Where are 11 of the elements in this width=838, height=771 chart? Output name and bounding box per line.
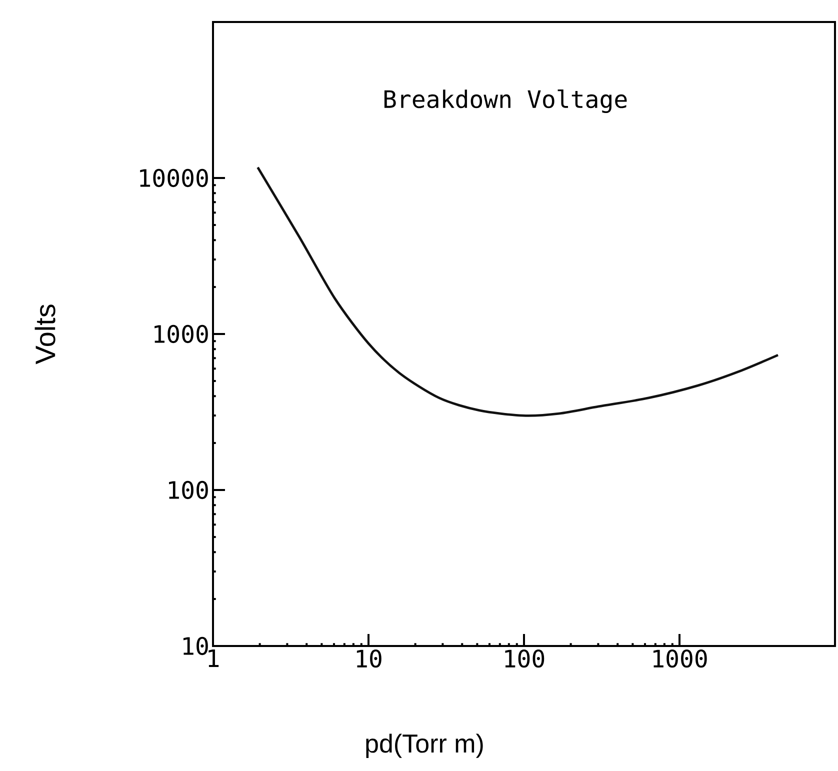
text: Breakdown Voltage bbox=[384, 89, 627, 113]
y-tick-label: 10 bbox=[183, 636, 208, 656]
x-tick-label: 10 bbox=[356, 650, 382, 668]
y-tick-label: 1000 bbox=[154, 324, 208, 344]
y-tick-label: 100 bbox=[169, 480, 208, 500]
x-axis-title: pd(Torr m) bbox=[366, 734, 483, 758]
x-tick-label: 100 bbox=[505, 650, 544, 668]
y-axis-title: Volts bbox=[34, 304, 56, 364]
y-tick-label: 10000 bbox=[140, 168, 208, 188]
x-tick-label: 1 bbox=[208, 650, 219, 668]
x-tick-label: 1000 bbox=[653, 650, 707, 668]
